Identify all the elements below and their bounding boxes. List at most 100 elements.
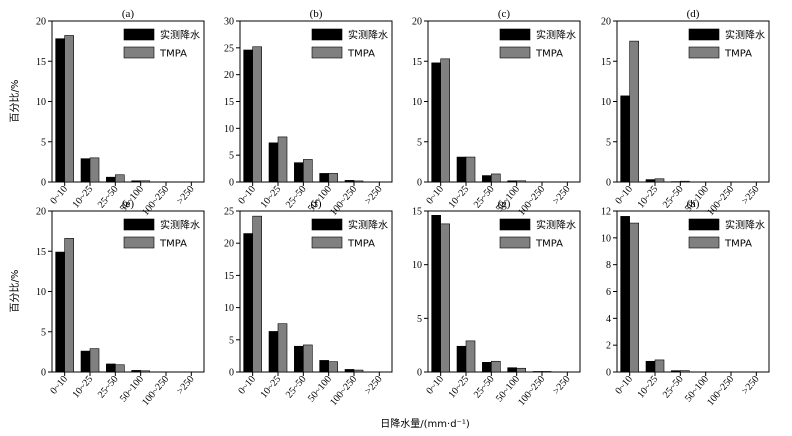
y-tick-label: 25 [224,43,234,54]
panel-title: (e) [122,198,135,210]
bar-observed [431,214,441,373]
bar-observed [55,251,65,373]
legend-label: TMPA [347,49,375,60]
x-tick-label: 100~250 [516,374,547,408]
x-tick-label: 10~25 [259,374,284,401]
legend-swatch [499,236,531,249]
bar-observed [294,345,304,373]
legend-swatch [688,236,720,249]
legend-label: TMPA [724,49,752,60]
panel-title: (a) [122,8,135,20]
legend-swatch [499,46,531,59]
y-tick-label: 20 [601,17,611,28]
x-tick-label: 100~250 [516,184,547,218]
legend-label: TMPA [724,239,752,250]
bar-tmpa [629,222,639,373]
bar-observed [268,142,279,183]
legend-swatch [123,236,155,249]
bar-observed [80,350,91,373]
legend-label: 实测降水 [536,219,576,232]
x-tick-label: 10~25 [636,374,661,401]
panel-title: (b) [310,8,323,20]
bar-tmpa [277,136,288,183]
legend-label: TMPA [347,239,375,250]
x-tick-label: 0~10 [236,184,258,207]
x-tick-label: 100~250 [705,184,736,218]
y-tick-label: 25 [224,207,234,218]
y-tick-label: 10 [412,97,422,108]
bar-tmpa [654,359,665,373]
bar-tmpa [629,40,639,183]
plot-frame [239,20,393,183]
x-tick-label: 100~250 [140,374,171,408]
x-tick-label: 25~50 [661,374,686,401]
bar-observed [243,233,253,373]
x-tick-label: 100~250 [328,374,359,408]
bar-tmpa [140,180,150,183]
x-tick-label: 100~250 [328,184,359,218]
legend-swatch [311,28,343,41]
panel-title: (f) [311,198,322,210]
legend-label: 实测降水 [348,29,388,42]
y-tick-label: 15 [36,247,46,258]
bar-observed [106,363,116,373]
bar-tmpa [465,156,476,183]
legend-label: 实测降水 [536,29,576,42]
y-tick-label: 0 [606,178,611,189]
x-tick-label: 25~50 [96,374,121,401]
x-tick-label: >250 [551,374,573,397]
bar-observed [431,62,441,183]
y-tick-label: 5 [417,137,422,148]
panel-title: (d) [687,8,700,20]
bar-tmpa [328,173,338,183]
bar-observed [507,180,517,183]
plot-frame [427,20,581,183]
x-tick-label: 25~50 [96,184,121,211]
bar-tmpa [680,180,690,183]
bar-tmpa [64,238,74,373]
y-tick-label: 0 [417,368,422,379]
bar-observed [131,370,141,373]
x-tick-label: 0~10 [424,374,446,397]
bar-tmpa [140,370,150,373]
y-tick-label: 15 [224,97,234,108]
legend-label: 实测降水 [725,219,765,232]
legend-swatch [123,218,155,231]
x-tick-label: >250 [175,184,197,207]
bar-tmpa [491,360,501,373]
plot-frame [616,210,770,373]
legend-swatch [311,236,343,249]
bar-observed [106,176,116,183]
bar-observed [671,181,681,183]
x-tick-label: 25~50 [284,184,309,211]
bar-observed [319,173,329,183]
y-tick-label: 5 [606,137,611,148]
legend-swatch [499,28,531,41]
y-tick-label: 30 [224,17,234,28]
y-tick-label: 0 [417,178,422,189]
x-tick-label: >250 [740,184,762,207]
plot-frame [51,20,205,183]
bar-tmpa [252,46,262,183]
bar-tmpa [303,159,313,183]
y-tick-label: 12 [601,207,611,218]
x-tick-label: >250 [363,374,385,397]
legend-swatch [123,28,155,41]
x-tick-label: 25~50 [472,184,497,211]
bar-observed [671,370,681,373]
x-tick-label: 25~50 [472,374,497,401]
bar-tmpa [252,215,262,373]
bar-tmpa [516,367,526,373]
x-tick-label: 0~10 [236,374,258,397]
x-tick-label: 0~10 [424,184,446,207]
bar-observed [645,360,656,373]
y-tick-label: 10 [36,97,46,108]
x-tick-label: 100~250 [705,374,736,408]
y-axis-title-top: 百分比/% [9,80,21,123]
bar-tmpa [516,180,526,183]
bar-observed [620,216,630,373]
